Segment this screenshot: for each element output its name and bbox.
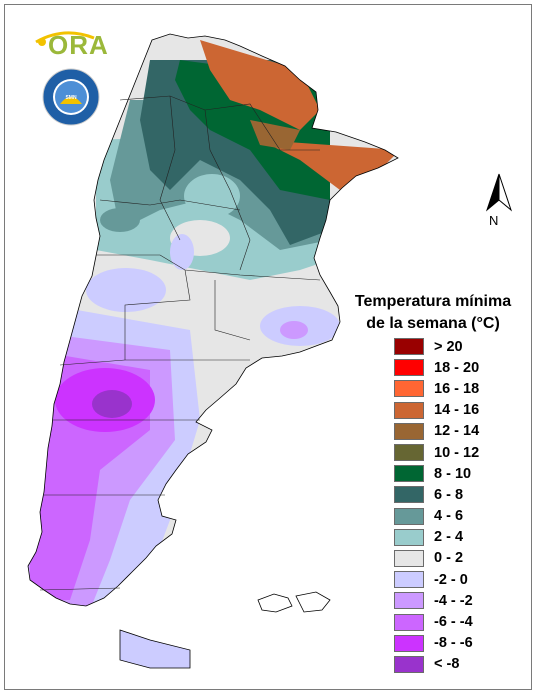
- legend-label: 6 - 8: [434, 486, 464, 503]
- legend-label: 8 - 10: [434, 465, 472, 482]
- legend-label: -2 - 0: [434, 571, 468, 588]
- legend-label: 18 - 20: [434, 359, 480, 376]
- legend-label: 12 - 14: [434, 423, 480, 440]
- legend: > 20 18 - 20 16 - 18 14 - 16 12 - 14 10 - 12 8…: [394, 336, 534, 675]
- legend-label: 14 - 16: [434, 402, 480, 419]
- legend-item: 12 - 14: [394, 421, 534, 442]
- legend-item: -8 - -6: [394, 633, 534, 654]
- legend-label: 10 - 12: [434, 444, 480, 461]
- map-frame: [4, 4, 532, 690]
- legend-swatch: [394, 528, 424, 546]
- legend-item: < -8: [394, 654, 534, 675]
- legend-swatch: [394, 592, 424, 610]
- legend-title: Temperatura mínima de la semana (°C): [336, 291, 530, 335]
- legend-title-line1: Temperatura mínima: [354, 293, 512, 310]
- north-arrow-icon: [485, 173, 513, 212]
- smn-center-text: SMN: [65, 95, 77, 101]
- legend-item: -6 - -4: [394, 611, 534, 632]
- legend-item: 0 - 2: [394, 548, 534, 569]
- legend-item: 10 - 12: [394, 442, 534, 463]
- legend-label: 0 - 2: [434, 550, 464, 567]
- ora-logo-text: ORA: [48, 30, 109, 60]
- legend-swatch: [394, 444, 424, 462]
- legend-label: 4 - 6: [434, 508, 464, 525]
- legend-swatch: [394, 401, 424, 419]
- legend-label: -4 - -2: [434, 592, 473, 609]
- legend-label: < -8: [434, 656, 460, 673]
- legend-item: -2 - 0: [394, 569, 534, 590]
- smn-logo-icon: SMN: [42, 68, 100, 126]
- legend-item: 18 - 20: [394, 357, 534, 378]
- legend-item: > 20: [394, 336, 534, 357]
- legend-swatch: [394, 655, 424, 673]
- legend-item: 14 - 16: [394, 400, 534, 421]
- legend-item: 4 - 6: [394, 506, 534, 527]
- legend-label: 2 - 4: [434, 529, 464, 546]
- legend-title-line2: de la semana (°C): [366, 315, 500, 332]
- legend-swatch: [394, 422, 424, 440]
- legend-item: 8 - 10: [394, 463, 534, 484]
- legend-item: 6 - 8: [394, 484, 534, 505]
- legend-swatch: [394, 338, 424, 356]
- legend-swatch: [394, 634, 424, 652]
- legend-label: -6 - -4: [434, 614, 473, 631]
- legend-swatch: [394, 507, 424, 525]
- legend-label: > 20: [434, 338, 463, 355]
- legend-swatch: [394, 571, 424, 589]
- legend-swatch: [394, 613, 424, 631]
- legend-item: 2 - 4: [394, 527, 534, 548]
- legend-swatch: [394, 549, 424, 567]
- legend-label: -8 - -6: [434, 635, 473, 652]
- north-label: N: [489, 213, 499, 228]
- legend-swatch: [394, 465, 424, 483]
- legend-swatch: [394, 486, 424, 504]
- legend-swatch: [394, 380, 424, 398]
- legend-item: -4 - -2: [394, 590, 534, 611]
- ora-logo-icon: [35, 31, 95, 46]
- legend-swatch: [394, 359, 424, 377]
- legend-item: 16 - 18: [394, 378, 534, 399]
- legend-label: 16 - 18: [434, 380, 480, 397]
